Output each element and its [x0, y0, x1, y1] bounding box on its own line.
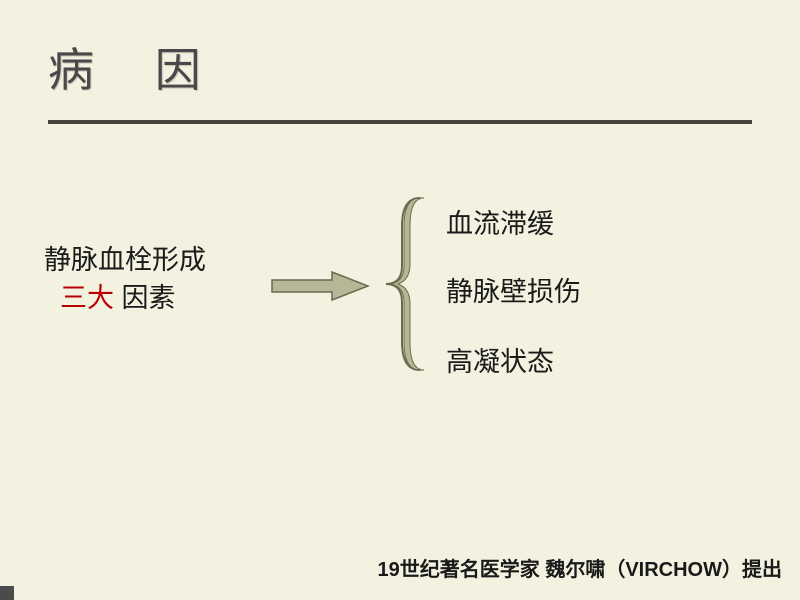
arrow-icon — [270, 268, 370, 304]
slide-title: 病 因 — [48, 34, 225, 100]
left-line-2: 三大 因素 — [60, 280, 206, 318]
corner-decoration — [0, 586, 14, 600]
factor-2: 静脉壁损伤 — [446, 270, 581, 309]
factor-3: 高凝状态 — [446, 340, 554, 379]
left-text-block: 静脉血栓形成 三大 因素 — [44, 242, 206, 318]
footer-citation: 19世纪著名医学家 魏尔啸（VIRCHOW）提出 — [378, 553, 782, 582]
brace-icon — [380, 194, 432, 374]
factor-1: 血流滞缓 — [446, 202, 554, 241]
highlight-text: 三大 — [60, 283, 114, 313]
title-underline — [48, 120, 752, 124]
left-line-1: 静脉血栓形成 — [44, 242, 206, 280]
left-line-2-tail: 因素 — [114, 283, 176, 313]
